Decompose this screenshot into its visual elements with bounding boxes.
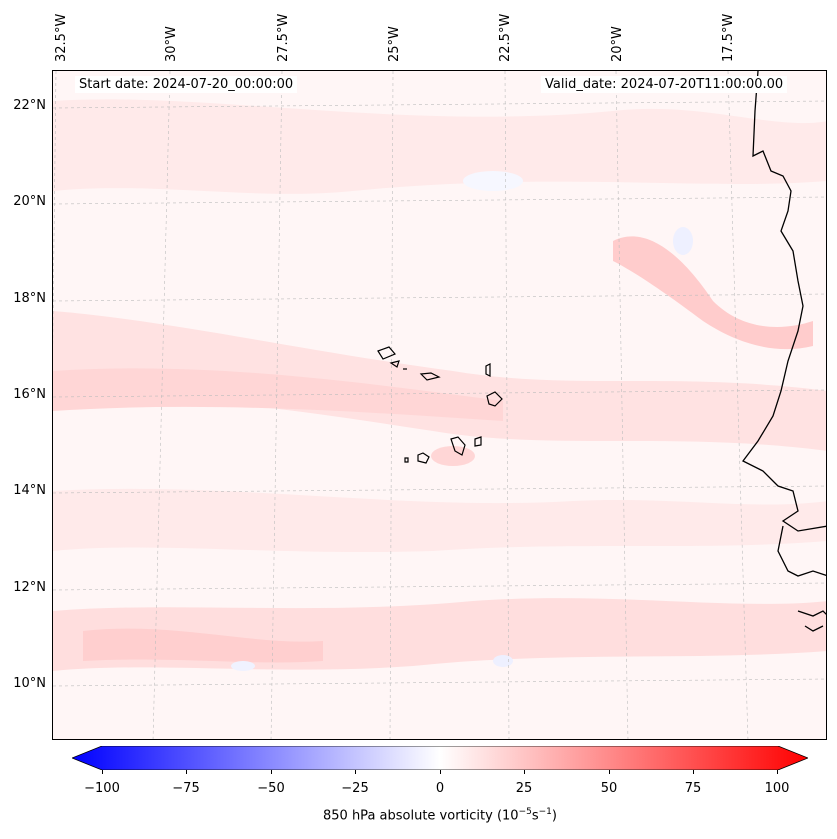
cb-label-prefix: 850 hPa absolute vorticity (10 — [323, 808, 519, 824]
cb-tickmark-neg75 — [186, 770, 187, 774]
vorticity-band-north — [53, 99, 826, 194]
cb-label-exp1: −5 — [518, 807, 532, 817]
lat-label-16n: 16°N — [13, 387, 46, 402]
vorticity-map — [53, 71, 826, 739]
cb-tick-0: 0 — [435, 781, 445, 796]
cb-tickmark-25 — [524, 770, 525, 774]
lon-label-32-5w: 32.5°W — [54, 13, 69, 62]
cb-tickmark-0 — [440, 770, 441, 774]
cb-tickmark-100 — [777, 770, 778, 774]
lon-label-20w: 20°W — [610, 26, 625, 62]
cb-tick-neg75: −75 — [172, 781, 200, 796]
vorticity-band-10n — [83, 628, 323, 663]
lon-label-25w: 25°W — [387, 26, 402, 62]
cb-tickmark-75 — [693, 770, 694, 774]
positive-spot-islands — [431, 446, 475, 466]
lat-label-10n: 10°N — [13, 676, 46, 691]
negative-spot-1 — [463, 171, 523, 191]
cape-verde-islands — [377, 346, 503, 464]
vorticity-band-mid — [53, 311, 826, 451]
cb-tick-25: 25 — [515, 781, 533, 796]
negative-spot-2 — [493, 655, 513, 667]
valid-date-label: Valid_date: 2024-07-20T11:00:00.00 — [541, 76, 788, 93]
cb-tick-neg50: −50 — [257, 781, 285, 796]
map-panel — [52, 70, 827, 740]
cb-label-exp2: −1 — [538, 807, 552, 817]
cb-tickmark-neg50 — [271, 770, 272, 774]
lon-label-30w: 30°W — [164, 26, 179, 62]
lon-label-17-5w: 17.5°W — [721, 13, 736, 62]
cb-tick-100: 100 — [764, 781, 790, 796]
vorticity-band-14n — [53, 488, 826, 553]
cb-tick-neg25: −25 — [341, 781, 369, 796]
colorbar-bar — [72, 746, 808, 770]
cb-tickmark-neg25 — [355, 770, 356, 774]
cb-tickmark-50 — [609, 770, 610, 774]
vorticity-band-16n — [53, 368, 503, 421]
lat-label-22n: 22°N — [13, 98, 46, 113]
lon-label-22-5w: 22.5°W — [498, 13, 513, 62]
lat-label-12n: 12°N — [13, 580, 46, 595]
africa-coastline-south — [777, 525, 826, 632]
lat-label-18n: 18°N — [13, 291, 46, 306]
vorticity-field — [53, 99, 826, 671]
start-date-label: Start date: 2024-07-20_00:00:00 — [75, 76, 298, 93]
cb-tickmark-neg100 — [102, 770, 103, 774]
cb-tick-75: 75 — [684, 781, 702, 796]
africa-coastline — [742, 71, 826, 532]
cb-tick-50: 50 — [600, 781, 618, 796]
graticule — [53, 71, 826, 739]
lat-label-20n: 20°N — [13, 194, 46, 209]
vorticity-swirl-18n — [613, 236, 813, 350]
lon-label-27-5w: 27.5°W — [276, 13, 291, 62]
lat-label-14n: 14°N — [13, 483, 46, 498]
cb-tick-neg100: −100 — [84, 781, 120, 796]
colorbar — [72, 746, 808, 770]
cb-label-mid: s — [531, 808, 539, 824]
negative-spot-20n — [673, 227, 693, 255]
colorbar-label: 850 hPa absolute vorticity (10−5s−1) — [0, 807, 837, 823]
negative-spot-3 — [231, 661, 255, 671]
cb-label-suffix: ) — [551, 808, 557, 824]
